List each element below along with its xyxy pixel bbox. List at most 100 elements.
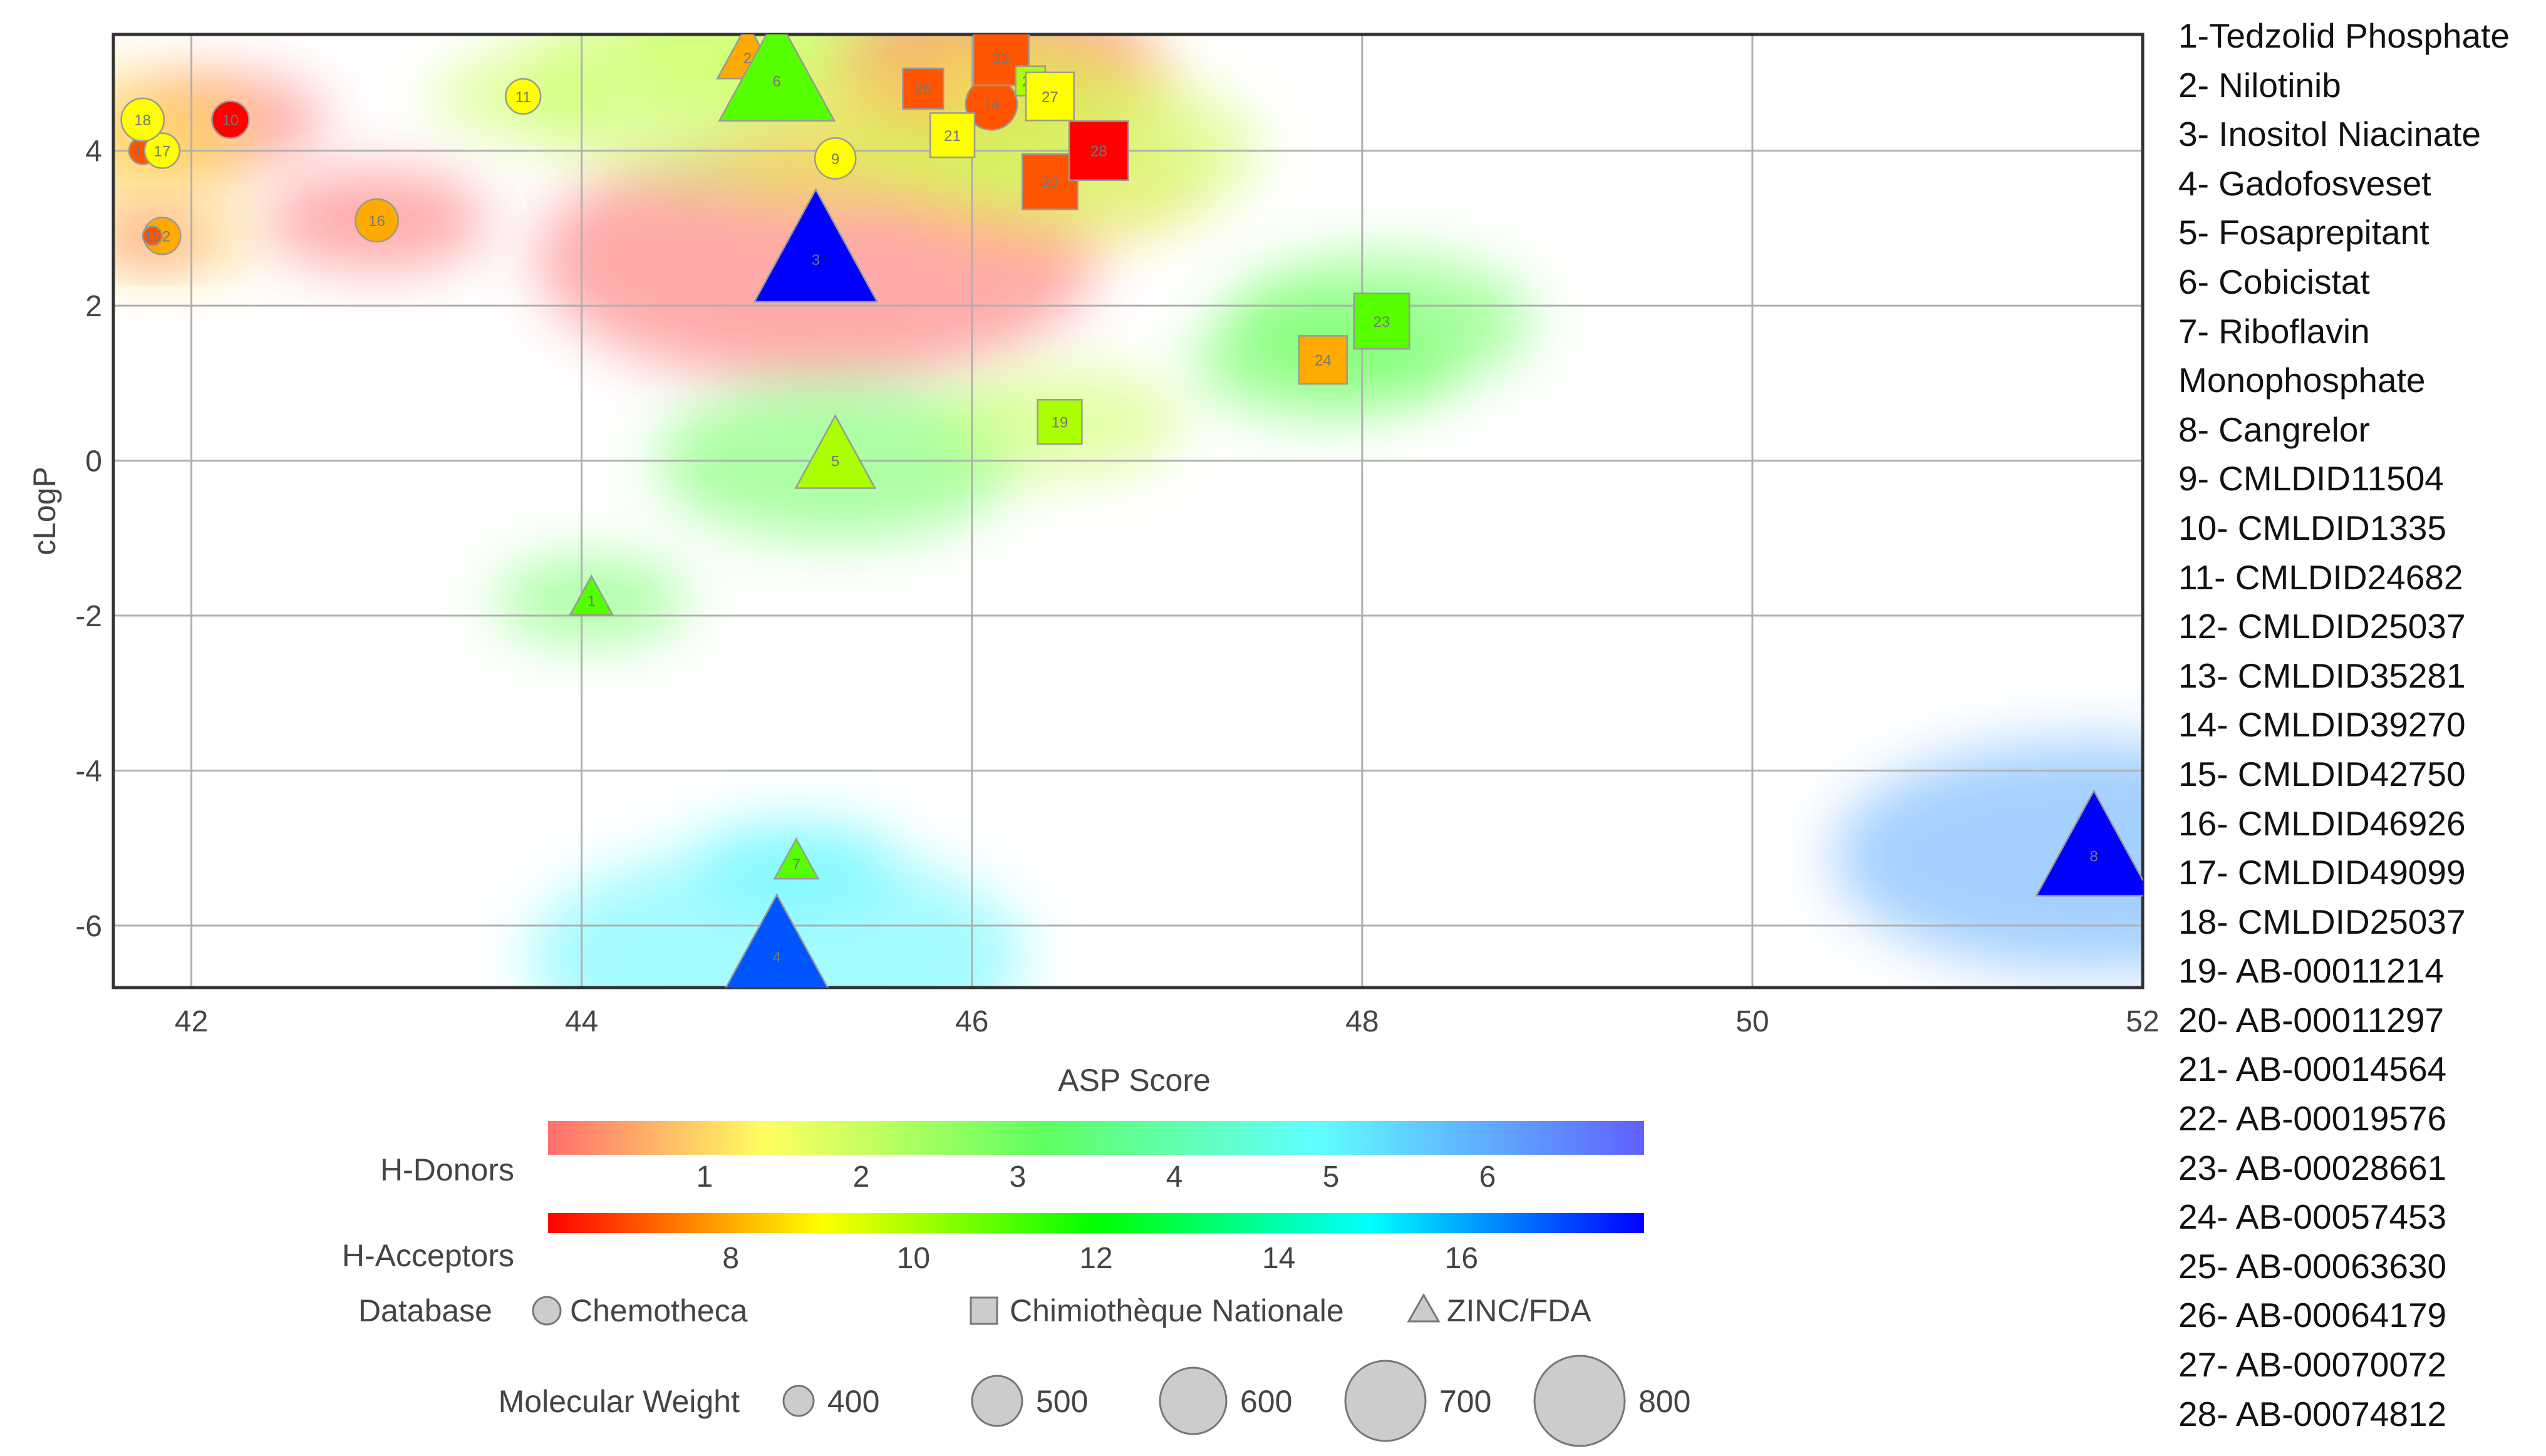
legend-acceptors-gradient (548, 1213, 1644, 1233)
marker-3 (753, 188, 879, 303)
marker-11 (505, 78, 542, 115)
marker-27 (1025, 71, 1075, 121)
mw-legend-label-400: 400 (827, 1384, 879, 1419)
marker-4 (725, 892, 829, 988)
legend-db-chimiotheque: Chimiothèque Nationale (1010, 1293, 1344, 1328)
x-tick-label: 44 (565, 1005, 598, 1038)
halo-8 (1833, 740, 2143, 971)
legend-donors-ticks: 1 2 3 4 5 6 (696, 1160, 1496, 1194)
compound-entry: 3- Inositol Niacinate (2178, 115, 2481, 154)
x-tick-label: 42 (175, 1005, 208, 1038)
marker-9 (814, 137, 857, 180)
marker-18 (120, 97, 165, 142)
marker-label-23: 23 (1374, 314, 1390, 331)
legend-circle-marker (532, 1296, 562, 1326)
compound-entry: 14- CMLDID39270 (2178, 705, 2466, 745)
marker-label-6: 6 (773, 73, 781, 90)
mw-legend-label-700: 700 (1439, 1384, 1491, 1419)
compound-entry: 19- AB-00011214 (2178, 951, 2445, 991)
marker-6 (718, 34, 836, 122)
mw-legend-circle-700 (1344, 1360, 1427, 1442)
marker-label-5: 5 (831, 453, 839, 470)
marker-label-4: 4 (773, 949, 781, 966)
y-tick-label: -4 (75, 755, 102, 788)
marker-label-18: 18 (134, 112, 151, 129)
acceptor-tick-label: 8 (722, 1242, 739, 1275)
marker-label-17: 17 (154, 143, 171, 160)
compound-entry: 8- Cangrelor (2178, 410, 2370, 449)
compound-entry: 22- AB-00019576 (2178, 1099, 2447, 1138)
mw-legend-label-600: 600 (1240, 1384, 1292, 1419)
legend-square-marker (970, 1296, 998, 1325)
compound-entry: 17- CMLDID49099 (2178, 853, 2466, 892)
compound-entry: 20- AB-00011297 (2178, 1000, 2445, 1040)
compound-entry: 24- AB-00057453 (2178, 1197, 2447, 1237)
acceptor-tick-label: 10 (897, 1242, 930, 1275)
compound-entry: 11- CMLDID24682 (2178, 557, 2463, 597)
compound-legend: 1-Tedzolid Phosphate 2- Nilotinib 3- Inosi… (2178, 11, 2542, 1438)
h-donor-halos (113, 34, 2143, 988)
marker-label-22: 22 (993, 50, 1010, 67)
compound-entry: 12- CMLDID25037 (2178, 607, 2466, 646)
marker-1 (569, 574, 614, 616)
legend-acceptors-label: H-Acceptors (342, 1238, 514, 1273)
marker-label-20: 20 (1042, 174, 1058, 191)
marker-20 (1021, 153, 1079, 210)
compound-entry: 4- Gadofosveset (2178, 163, 2431, 203)
compound-entry: 26- AB-00064179 (2178, 1296, 2447, 1335)
donor-tick-label: 1 (696, 1160, 713, 1194)
compound-entry: 2- Nilotinib (2178, 65, 2341, 105)
compound-entry: 5- Fosaprepitant (2178, 213, 2430, 252)
y-axis-label: cLogP (27, 467, 62, 555)
x-tick-label: 52 (2126, 1005, 2159, 1038)
donor-tick-label: 4 (1166, 1160, 1183, 1194)
legend-donors-gradient (548, 1121, 1644, 1155)
marker-label-1: 1 (587, 592, 596, 609)
marker-label-10: 10 (222, 112, 239, 129)
donor-tick-label: 6 (1479, 1160, 1496, 1194)
x-axis-label: ASP Score (1058, 1063, 1211, 1098)
legend-db-chemotheca: Chemotheca (570, 1293, 748, 1328)
compound-entry: 10- CMLDID1335 (2178, 508, 2446, 547)
compound-entry: 23- AB-00028661 (2178, 1148, 2447, 1187)
marker-5 (794, 414, 877, 489)
mw-legend-label-800: 800 (1638, 1384, 1690, 1419)
marker-28 (1068, 120, 1129, 182)
marker-15 (142, 225, 163, 247)
marker-19 (1037, 399, 1083, 445)
y-tick-label: -6 (75, 910, 102, 943)
donor-tick-label: 5 (1323, 1160, 1340, 1194)
compound-entry: 9- CMLDID11504 (2178, 459, 2444, 498)
y-tick-label: -2 (75, 600, 102, 633)
marker-26 (902, 67, 944, 110)
marker-7 (773, 837, 820, 880)
donor-tick-label: 2 (853, 1160, 870, 1194)
compound-entry: 16- CMLDID46926 (2178, 803, 2466, 843)
legend-donors-label: H-Donors (380, 1152, 514, 1187)
marker-label-21: 21 (944, 128, 961, 145)
x-tick-label: 50 (1736, 1005, 1769, 1038)
marker-16 (354, 198, 399, 243)
marker-label-3: 3 (812, 252, 820, 269)
marker-label-11: 11 (515, 89, 531, 106)
compound-entry: 15- CMLDID42750 (2178, 754, 2466, 793)
compound-entry: Monophosphate (2178, 361, 2426, 400)
compound-entry: 13- CMLDID35281 (2178, 656, 2466, 695)
mw-legend-circle-800 (1533, 1355, 1626, 1447)
mw-legend-circle-600 (1159, 1366, 1228, 1435)
y-tick-label: 0 (85, 445, 102, 478)
marker-21 (929, 112, 976, 158)
compound-entry: 25- AB-00063630 (2178, 1246, 2447, 1286)
marker-label-9: 9 (831, 151, 839, 168)
compound-entry: 28- AB-00074812 (2178, 1394, 2447, 1433)
marker-label-7: 7 (792, 856, 800, 873)
acceptor-tick-label: 12 (1079, 1242, 1112, 1275)
marker-label-15: 15 (144, 229, 161, 245)
compound-entry: 18- CMLDID25037 (2178, 902, 2466, 941)
data-points: 1234567891011121314151617181920212223242… (120, 34, 2143, 988)
legend-acceptors-ticks: 8 10 12 14 16 (722, 1242, 1478, 1275)
legend-mw-items: 400 500 600 700 800 (782, 1355, 1690, 1447)
marker-23 (1353, 292, 1410, 350)
